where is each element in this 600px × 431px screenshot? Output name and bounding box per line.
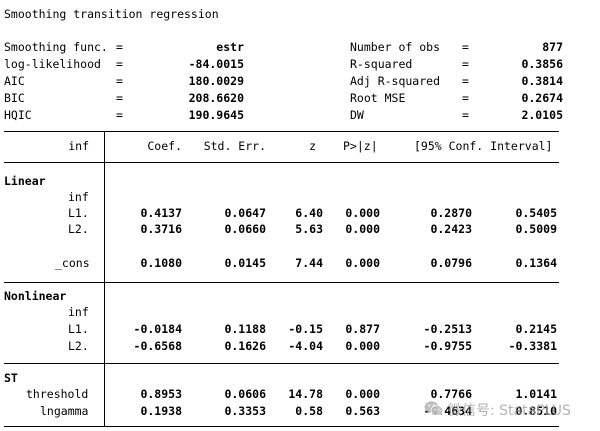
stat-equals: = — [462, 91, 469, 105]
z-header: z — [309, 139, 316, 153]
coef-header: Coef. — [147, 139, 182, 153]
lag-label: L1. — [68, 322, 89, 336]
pvalue-value: 0.000 — [345, 222, 380, 236]
stat-label: Adj R-squared — [350, 74, 441, 88]
output-title: Smoothing transition regression — [4, 7, 219, 21]
coef-value: 0.4137 — [140, 206, 182, 220]
pvalue-value: 0.000 — [345, 256, 380, 270]
pvalue-value: 0.563 — [345, 404, 380, 418]
stat-value: 190.9645 — [188, 108, 244, 122]
stat-value: 877 — [542, 40, 563, 54]
ci-high-value: 1.0141 — [515, 387, 557, 401]
ci-high-value: 0.5009 — [515, 222, 557, 236]
z-value: 0.58 — [295, 404, 323, 418]
z-value: 5.63 — [295, 222, 323, 236]
ci-high-value: 0.8510 — [515, 404, 557, 418]
stat-equals: = — [116, 91, 123, 105]
section-label: Nonlinear — [4, 289, 67, 303]
stat-equals: = — [116, 57, 123, 71]
pvalue-value: 0.000 — [345, 387, 380, 401]
section-label: ST — [4, 371, 18, 385]
stderr-value: 0.0647 — [224, 206, 266, 220]
stderr-header: Std. Err. — [203, 139, 266, 153]
stat-equals: = — [116, 74, 123, 88]
stat-value: 0.3814 — [521, 74, 563, 88]
constant-label: _cons — [55, 256, 90, 270]
lag-label: L2. — [68, 222, 89, 236]
pvalue-value: 0.000 — [345, 339, 380, 353]
z-value: 6.40 — [295, 206, 323, 220]
z-value: 14.78 — [288, 387, 323, 401]
variable-label: inf — [68, 190, 89, 204]
param-label: lngamma — [40, 404, 89, 418]
pvalue-value: 0.000 — [345, 206, 380, 220]
variable-label: inf — [68, 305, 89, 319]
stat-value: 0.2674 — [521, 91, 563, 105]
stat-equals: = — [116, 108, 123, 122]
watermark-text: 微信号: StataPLUS — [448, 403, 571, 419]
stat-label: BIC — [4, 91, 25, 105]
stderr-value: 0.1626 — [224, 339, 266, 353]
stat-equals: = — [462, 57, 469, 71]
ci-high-value: 0.1364 — [515, 256, 557, 270]
stat-value: -84.0015 — [188, 57, 244, 71]
ci-high-value: -0.3381 — [508, 339, 557, 353]
pvalue-value: 0.877 — [345, 322, 380, 336]
stat-value: 208.6620 — [188, 91, 244, 105]
ci-low-value: 0.7766 — [430, 387, 472, 401]
table-bottom-rule — [4, 426, 559, 427]
wechat-icon — [424, 401, 444, 416]
z-value: 7.44 — [295, 256, 323, 270]
stat-label: DW — [350, 108, 364, 122]
depvar-header: inf — [68, 139, 89, 153]
stat-value: 2.0105 — [521, 108, 563, 122]
stderr-value: 0.1188 — [224, 322, 266, 336]
section-rule — [4, 363, 559, 364]
ci-low-value: 0.2423 — [430, 222, 472, 236]
watermark: 微信号: StataPLUS — [424, 398, 594, 420]
header-rule — [4, 162, 559, 163]
coef-value: -0.0184 — [133, 322, 182, 336]
stat-equals: = — [462, 74, 469, 88]
section-label: Linear — [4, 174, 46, 188]
stat-label: Smoothing func. — [4, 40, 108, 54]
coef-value: 0.1938 — [140, 404, 182, 418]
column-divider — [104, 131, 105, 427]
ci-low-value: -0.9755 — [423, 339, 472, 353]
stat-label: Number of obs — [350, 40, 441, 54]
stderr-value: 0.0606 — [224, 387, 266, 401]
stat-label: AIC — [4, 74, 25, 88]
lag-label: L1. — [68, 206, 89, 220]
ci-high-value: 0.2145 — [515, 322, 557, 336]
stat-label: HQIC — [4, 108, 32, 122]
stat-label: log-likelihood — [4, 57, 101, 71]
ci-low-value: -0.2513 — [423, 322, 472, 336]
stat-label: R-squared — [350, 57, 413, 71]
stat-equals: = — [462, 108, 469, 122]
ci-low-value: 0.0796 — [430, 256, 472, 270]
ci-low-value: 0.2870 — [430, 206, 472, 220]
conf-interval-header: [95% Conf. Interval] — [414, 139, 553, 153]
stat-label: Root MSE — [350, 91, 406, 105]
param-label: threshold — [26, 387, 89, 401]
z-value: -4.04 — [288, 339, 323, 353]
coef-value: -0.6568 — [133, 339, 182, 353]
section-rule — [4, 282, 559, 283]
ci-high-value: 0.5405 — [515, 206, 557, 220]
stderr-value: 0.0660 — [224, 222, 266, 236]
lag-label: L2. — [68, 339, 89, 353]
z-value: -0.15 — [288, 322, 323, 336]
coef-value: 0.8953 — [140, 387, 182, 401]
pvalue-header: P>|z| — [343, 139, 378, 153]
stderr-value: 0.3353 — [224, 404, 266, 418]
table-top-rule — [4, 131, 559, 132]
stat-value: 0.3856 — [521, 57, 563, 71]
stat-equals: = — [116, 40, 123, 54]
stat-value: estr — [216, 40, 244, 54]
coef-value: 0.3716 — [140, 222, 182, 236]
stat-equals: = — [462, 40, 469, 54]
coef-value: 0.1080 — [140, 256, 182, 270]
stderr-value: 0.0145 — [224, 256, 266, 270]
stat-value: 180.0029 — [188, 74, 244, 88]
